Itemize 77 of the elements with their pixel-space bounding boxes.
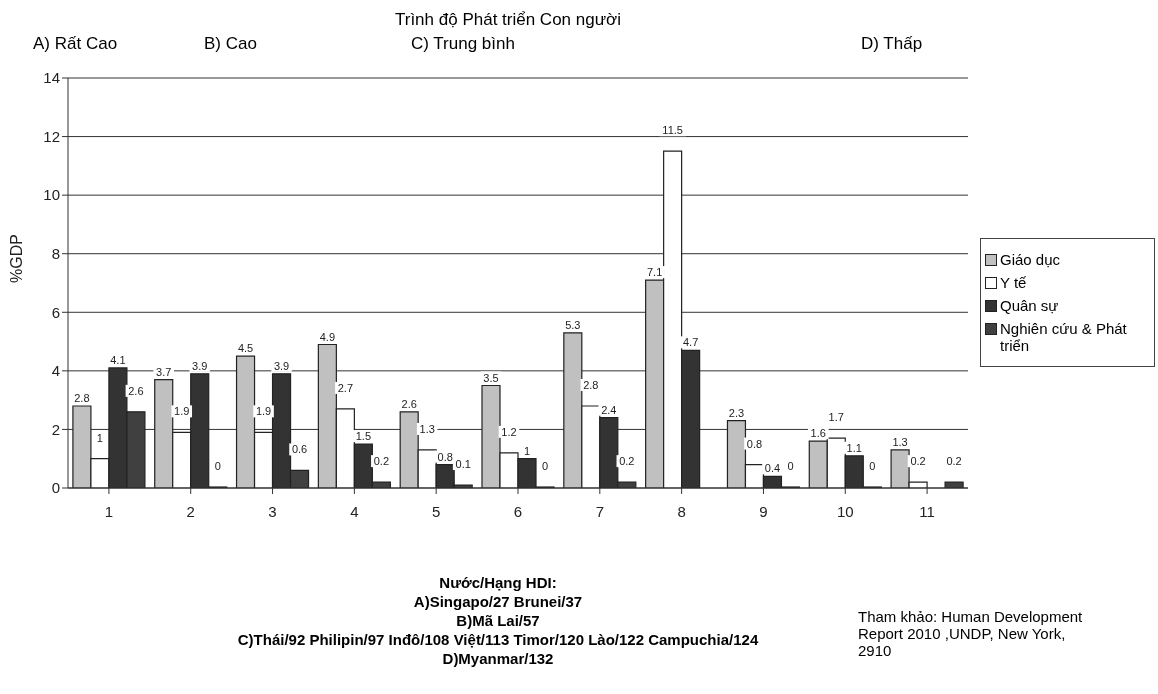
data-label: 0: [787, 460, 794, 472]
y-tick-label: 4: [51, 362, 60, 380]
y-tick-label: 8: [51, 245, 60, 263]
y-tick-label: 2: [51, 420, 60, 438]
data-label: 1.2: [501, 425, 517, 438]
data-label: 2.8: [583, 379, 599, 391]
data-label: 4.1: [110, 353, 126, 366]
y-tick-label: 0: [51, 479, 60, 497]
data-label: 4.9: [319, 330, 336, 343]
data-label: 3.7: [156, 365, 172, 378]
data-label: 1.3: [419, 422, 435, 435]
x-tick-label: 3: [268, 502, 277, 520]
data-label: 2.7: [337, 381, 354, 394]
data-label: 4.7: [682, 336, 699, 349]
legend-label: Nghiên cứu & Phát triển: [1000, 320, 1128, 354]
data-label: 7.1: [646, 266, 663, 279]
data-label: 11.5: [662, 124, 683, 137]
text: D)Myanmar/132: [442, 650, 554, 667]
text: C)Thái/92 Philipin/97 Inđô/108 Việt/113 Timor/120 Lào/122 Campuchia/124: [237, 631, 759, 648]
y-tick-label: 14: [43, 69, 60, 87]
data-label: 0.4: [764, 462, 781, 475]
data-label: 0: [214, 460, 221, 472]
data-label: 0.6: [291, 443, 308, 456]
y-tick-label: 10: [43, 186, 60, 204]
x-tick-label: 1: [104, 502, 114, 520]
x-axis-title: Nước/Hạng HDI:: [438, 573, 558, 592]
data-label: 1.7: [828, 411, 844, 424]
data-label: 0.8: [437, 450, 453, 463]
data-label: 1.1: [846, 441, 862, 454]
text: A) Rất Cao: [33, 34, 118, 54]
legend-label: Giáo dục: [1000, 251, 1061, 268]
data-label: 1: [96, 431, 103, 444]
x-tick-label: 2: [186, 502, 195, 520]
data-label: 2.3: [728, 406, 745, 419]
data-label: 0.2: [373, 455, 390, 468]
legend-label: Quân sự: [1000, 297, 1059, 314]
y-axis-title: %GDP: [7, 234, 25, 283]
y-tick-label: 12: [43, 127, 60, 145]
data-label: 0: [541, 460, 549, 472]
x-tick-label: 4: [350, 502, 359, 520]
data-label: 1.3: [892, 435, 908, 448]
text: C) Trung bình: [411, 34, 515, 54]
data-label: 0: [869, 460, 876, 472]
data-label: 3.9: [273, 359, 290, 372]
x-tick-label: 7: [595, 502, 604, 520]
data-label: 2.4: [601, 403, 617, 416]
text: A)Singapo/27 Brunei/37: [413, 593, 583, 610]
x-tick-label: 5: [432, 502, 441, 520]
data-label: 0.8: [746, 437, 763, 450]
legend-label: Y tế: [1000, 274, 1027, 291]
text: B) Cao: [204, 34, 257, 54]
data-label: 3.9: [192, 359, 208, 372]
text: B)Mã Lai/57: [456, 612, 540, 629]
x-tick-label: 6: [513, 502, 523, 520]
data-label: 1.5: [355, 430, 372, 443]
data-label: 2.6: [128, 384, 144, 397]
x-tick-label: 10: [836, 502, 854, 520]
data-label: 0.2: [619, 455, 635, 468]
data-label: 1.9: [255, 405, 272, 418]
data-label: 0.2: [910, 455, 926, 468]
data-label: 3.5: [483, 371, 499, 384]
data-label: 1: [523, 444, 531, 457]
chart-title: Trình độ Phát triển Con người: [394, 10, 622, 30]
data-label: 0.1: [455, 458, 471, 471]
x-tick-label: 8: [677, 502, 686, 520]
data-label: 5.3: [565, 318, 581, 331]
data-label: 2.8: [74, 392, 90, 404]
x-tick-label: 11: [919, 502, 935, 520]
y-tick-label: 6: [51, 303, 60, 321]
text: D) Thấp: [861, 34, 923, 54]
data-label: 4.5: [237, 342, 254, 355]
data-label: 2.6: [401, 397, 417, 410]
data-label: 0.2: [946, 455, 962, 468]
text: Tham khảo: Human Development Report 2010 ,UNDP, New York, 2910: [858, 608, 1084, 659]
data-label: 1.6: [810, 427, 826, 440]
data-label: 1.9: [174, 405, 190, 418]
x-tick-label: 9: [759, 502, 768, 520]
